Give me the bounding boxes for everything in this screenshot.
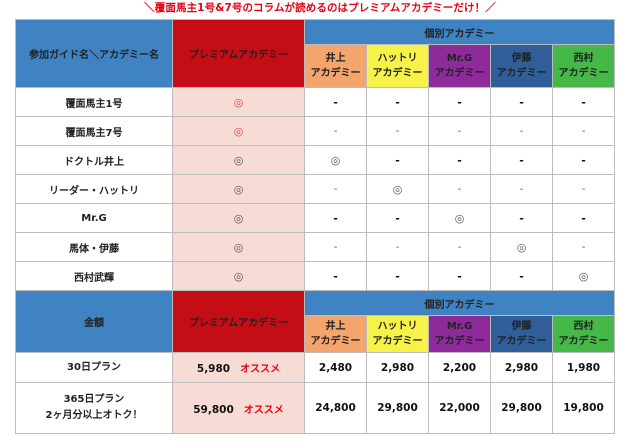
table-cell: - xyxy=(490,145,553,175)
price-corner-header: 金額 xyxy=(15,290,173,353)
table-row: リーダー・ハットリ ◎ - ◎ - - - xyxy=(15,174,615,204)
premium-cell: ◎ xyxy=(172,116,305,146)
price-cell: 29,800 xyxy=(490,382,553,434)
category-ito: 伊藤 アカデミー xyxy=(490,44,553,88)
table-cell: - xyxy=(366,203,429,233)
premium-cell: ◎ xyxy=(172,203,305,233)
section1-category-row: 井上 アカデミー ハットリ アカデミー Mr.G アカデミー 伊藤 アカデミー 西村 アカ… xyxy=(16,44,615,88)
category-inoue: 井上 アカデミー xyxy=(304,44,367,88)
premium-cell: ◎ xyxy=(172,174,305,204)
table-cell: - xyxy=(428,232,491,262)
table-cell: - xyxy=(366,116,429,146)
price-cell: 29,800 xyxy=(366,382,429,434)
price-cell: 22,000 xyxy=(428,382,491,434)
table-cell: ◎ xyxy=(490,232,553,262)
table-row: ドクトル井上 ◎ ◎ - - - - xyxy=(15,145,615,175)
table-row: 365日プラン 2ヶ月分以上オトク！ 59,800 オススメ 24,800 29,8… xyxy=(15,382,615,434)
table-cell: - xyxy=(428,261,491,291)
table-cell: - xyxy=(490,174,553,204)
category-ito: 伊藤 アカデミー xyxy=(490,315,553,353)
guide-label: 覆面馬主7号 xyxy=(15,116,173,146)
section1-header-row: 参加ガイド名＼アカデミー名 プレミアムアカデミー 個別アカデミー xyxy=(15,19,615,88)
table-row: Mr.G ◎ - - ◎ - - xyxy=(15,203,615,233)
table-cell: - xyxy=(552,174,615,204)
table-cell: - xyxy=(490,203,553,233)
table-cell: - xyxy=(552,232,615,262)
table-row: 西村武輝 ◎ - - - - ◎ xyxy=(15,261,615,291)
premium-cell: ◎ xyxy=(172,232,305,262)
premium-price-cell: 59,800 オススメ xyxy=(172,382,305,434)
category-nishimura: 西村 アカデミー xyxy=(552,315,615,353)
table-cell: - xyxy=(552,116,615,146)
table-cell: - xyxy=(552,145,615,175)
price-cell: 2,980 xyxy=(366,352,429,383)
table-cell: - xyxy=(552,87,615,117)
price-cell: 2,480 xyxy=(304,352,367,383)
guide-label: 馬体・伊藤 xyxy=(15,232,173,262)
table-cell: - xyxy=(366,261,429,291)
price-cell: 2,980 xyxy=(490,352,553,383)
premium-cell: ◎ xyxy=(172,87,305,117)
price-cell: 24,800 xyxy=(304,382,367,434)
premium-header: プレミアムアカデミー xyxy=(172,19,305,88)
individual-price-header: 個別アカデミー xyxy=(304,290,615,316)
table-cell: - xyxy=(304,174,367,204)
table-cell: ◎ xyxy=(552,261,615,291)
category-mrg: Mr.G アカデミー xyxy=(428,44,491,88)
table-cell: ◎ xyxy=(366,174,429,204)
category-hattori: ハットリ アカデミー xyxy=(366,44,429,88)
table-cell: - xyxy=(366,145,429,175)
table-cell: ◎ xyxy=(428,203,491,233)
table-row: 覆面馬主1号 ◎ - - - - - xyxy=(15,87,615,117)
plan-label: 30日プラン xyxy=(15,352,173,383)
guide-label: リーダー・ハットリ xyxy=(15,174,173,204)
table-cell: ◎ xyxy=(304,145,367,175)
recommend-badge: オススメ xyxy=(240,364,281,375)
category-mrg: Mr.G アカデミー xyxy=(428,315,491,353)
premium-price-cell: 5,980 オススメ xyxy=(172,352,305,383)
table-cell: - xyxy=(304,203,367,233)
guide-label: Mr.G xyxy=(15,203,173,233)
table-cell: - xyxy=(428,145,491,175)
guide-label: ドクトル井上 xyxy=(15,145,173,175)
table-cell: - xyxy=(490,87,553,117)
table-row: 馬体・伊藤 ◎ - - - ◎ - xyxy=(15,232,615,262)
recommend-badge: オススメ xyxy=(243,404,284,416)
section2-category-row: 井上 アカデミー ハットリ アカデミー Mr.G アカデミー 伊藤 アカデミー 西村 アカ… xyxy=(16,315,615,353)
headline: ＼覆面馬主1号&7号のコラムが読めるのはプレミアムアカデミーだけ！／ xyxy=(144,2,496,14)
price-cell: 19,800 xyxy=(552,382,615,434)
premium-cell: ◎ xyxy=(172,261,305,291)
table-cell: - xyxy=(428,87,491,117)
table-cell: - xyxy=(552,203,615,233)
premium-price-header: プレミアムアカデミー xyxy=(172,290,305,353)
table-cell: - xyxy=(428,174,491,204)
price-cell: 2,200 xyxy=(428,352,491,383)
guide-label: 西村武輝 xyxy=(15,261,173,291)
table-cell: - xyxy=(366,232,429,262)
plan-label: 365日プラン 2ヶ月分以上オトク！ xyxy=(15,382,173,434)
table-row: 30日プラン 5,980 オススメ 2,480 2,980 2,200 2,980… xyxy=(15,352,615,383)
table-cell: - xyxy=(490,261,553,291)
table-cell: - xyxy=(366,87,429,117)
table-cell: - xyxy=(428,116,491,146)
price-cell: 1,980 xyxy=(552,352,615,383)
section2-header-row: 金額 プレミアムアカデミー 個別アカデミー xyxy=(15,290,615,353)
corner-header: 参加ガイド名＼アカデミー名 xyxy=(15,19,173,88)
individual-header: 個別アカデミー xyxy=(304,19,615,45)
comparison-table: 参加ガイド名＼アカデミー名 プレミアムアカデミー 個別アカデミー 井上 アカデミー… xyxy=(15,19,615,434)
table-row: 覆面馬主7号 ◎ - - - - - xyxy=(15,116,615,146)
category-hattori: ハットリ アカデミー xyxy=(366,315,429,353)
table-cell: - xyxy=(304,87,367,117)
table-cell: - xyxy=(304,232,367,262)
premium-cell: ◎ xyxy=(172,145,305,175)
table-cell: - xyxy=(304,116,367,146)
guide-label: 覆面馬主1号 xyxy=(15,87,173,117)
category-inoue: 井上 アカデミー xyxy=(304,315,367,353)
category-nishimura: 西村 アカデミー xyxy=(552,44,615,88)
table-cell: - xyxy=(304,261,367,291)
table-cell: - xyxy=(490,116,553,146)
